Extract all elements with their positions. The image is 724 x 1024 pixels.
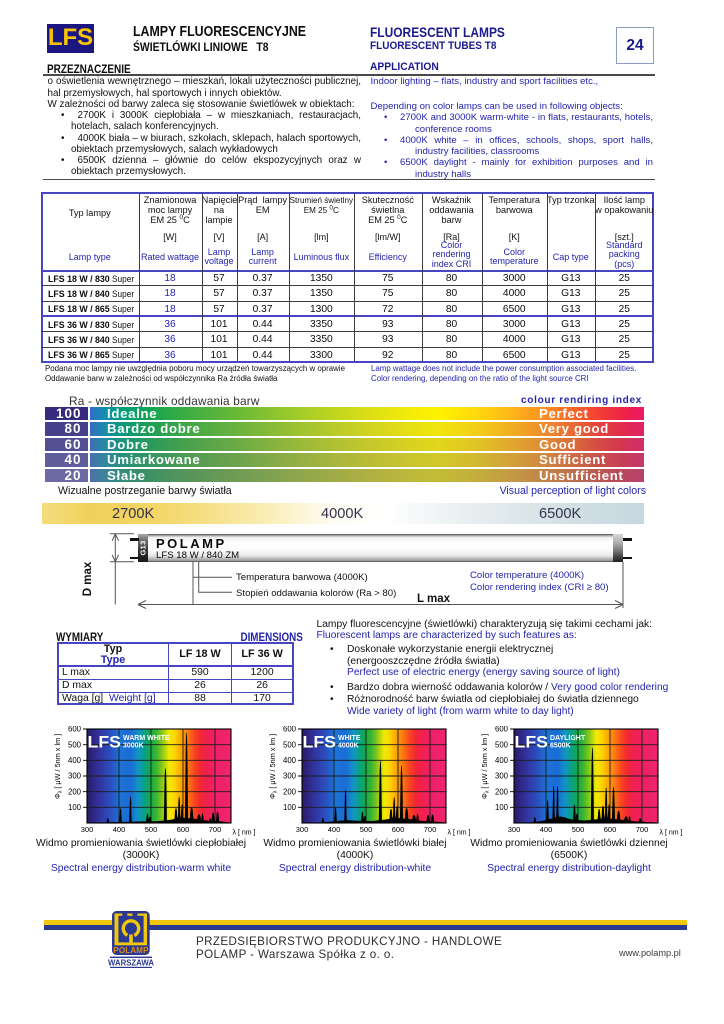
svg-text:600: 600: [495, 726, 509, 734]
svg-text:600: 600: [177, 825, 190, 834]
svg-text:Φλ [ μW / 5nm x lm ]: Φλ [ μW / 5nm x lm ]: [480, 733, 491, 798]
svg-text:100: 100: [68, 802, 82, 811]
svg-text:DAYLIGHT: DAYLIGHT: [550, 735, 586, 742]
svg-text:600: 600: [604, 825, 617, 834]
svg-text:600: 600: [392, 825, 405, 834]
svg-text:700: 700: [209, 825, 222, 834]
svg-text:Φλ [ μW / 5nm x lm ]: Φλ [ μW / 5nm x lm ]: [53, 733, 64, 798]
svg-text:100: 100: [495, 802, 509, 811]
svg-text:500: 500: [495, 740, 509, 749]
svg-text:300: 300: [283, 771, 297, 780]
svg-text:6500K: 6500K: [550, 742, 571, 749]
svg-text:λ [ nm ]: λ [ nm ]: [448, 829, 471, 836]
svg-text:300: 300: [68, 771, 82, 780]
svg-text:400: 400: [328, 825, 341, 834]
svg-text:Φλ [ μW / 5nm x lm ]: Φλ [ μW / 5nm x lm ]: [268, 733, 279, 798]
svg-text:LFS: LFS: [515, 732, 549, 751]
svg-text:200: 200: [283, 787, 297, 796]
svg-text:WARM WHITE: WARM WHITE: [123, 735, 170, 742]
svg-text:300: 300: [81, 825, 94, 834]
svg-text:LFS: LFS: [88, 732, 122, 751]
svg-text:500: 500: [68, 740, 82, 749]
svg-text:400: 400: [540, 825, 553, 834]
svg-text:3000K: 3000K: [123, 742, 144, 749]
svg-text:λ [ nm ]: λ [ nm ]: [233, 829, 256, 836]
svg-text:λ [ nm ]: λ [ nm ]: [660, 829, 683, 836]
svg-text:200: 200: [495, 787, 509, 796]
svg-text:500: 500: [283, 740, 297, 749]
svg-text:700: 700: [424, 825, 437, 834]
svg-text:WHITE: WHITE: [338, 735, 361, 742]
svg-text:POLAMP: POLAMP: [113, 946, 149, 955]
svg-text:400: 400: [283, 755, 297, 764]
svg-text:4000K: 4000K: [338, 742, 359, 749]
svg-text:300: 300: [296, 825, 309, 834]
svg-text:700: 700: [636, 825, 649, 834]
svg-text:500: 500: [572, 825, 585, 834]
svg-text:500: 500: [145, 825, 158, 834]
svg-text:100: 100: [283, 802, 297, 811]
svg-text:400: 400: [68, 755, 82, 764]
svg-text:500: 500: [360, 825, 373, 834]
svg-text:300: 300: [495, 771, 509, 780]
svg-text:LFS: LFS: [303, 732, 337, 751]
svg-text:600: 600: [283, 726, 297, 734]
svg-text:300: 300: [508, 825, 521, 834]
svg-text:400: 400: [495, 755, 509, 764]
svg-text:WARSZAWA: WARSZAWA: [108, 959, 154, 968]
svg-text:200: 200: [68, 787, 82, 796]
svg-text:400: 400: [113, 825, 126, 834]
svg-text:600: 600: [68, 726, 82, 734]
